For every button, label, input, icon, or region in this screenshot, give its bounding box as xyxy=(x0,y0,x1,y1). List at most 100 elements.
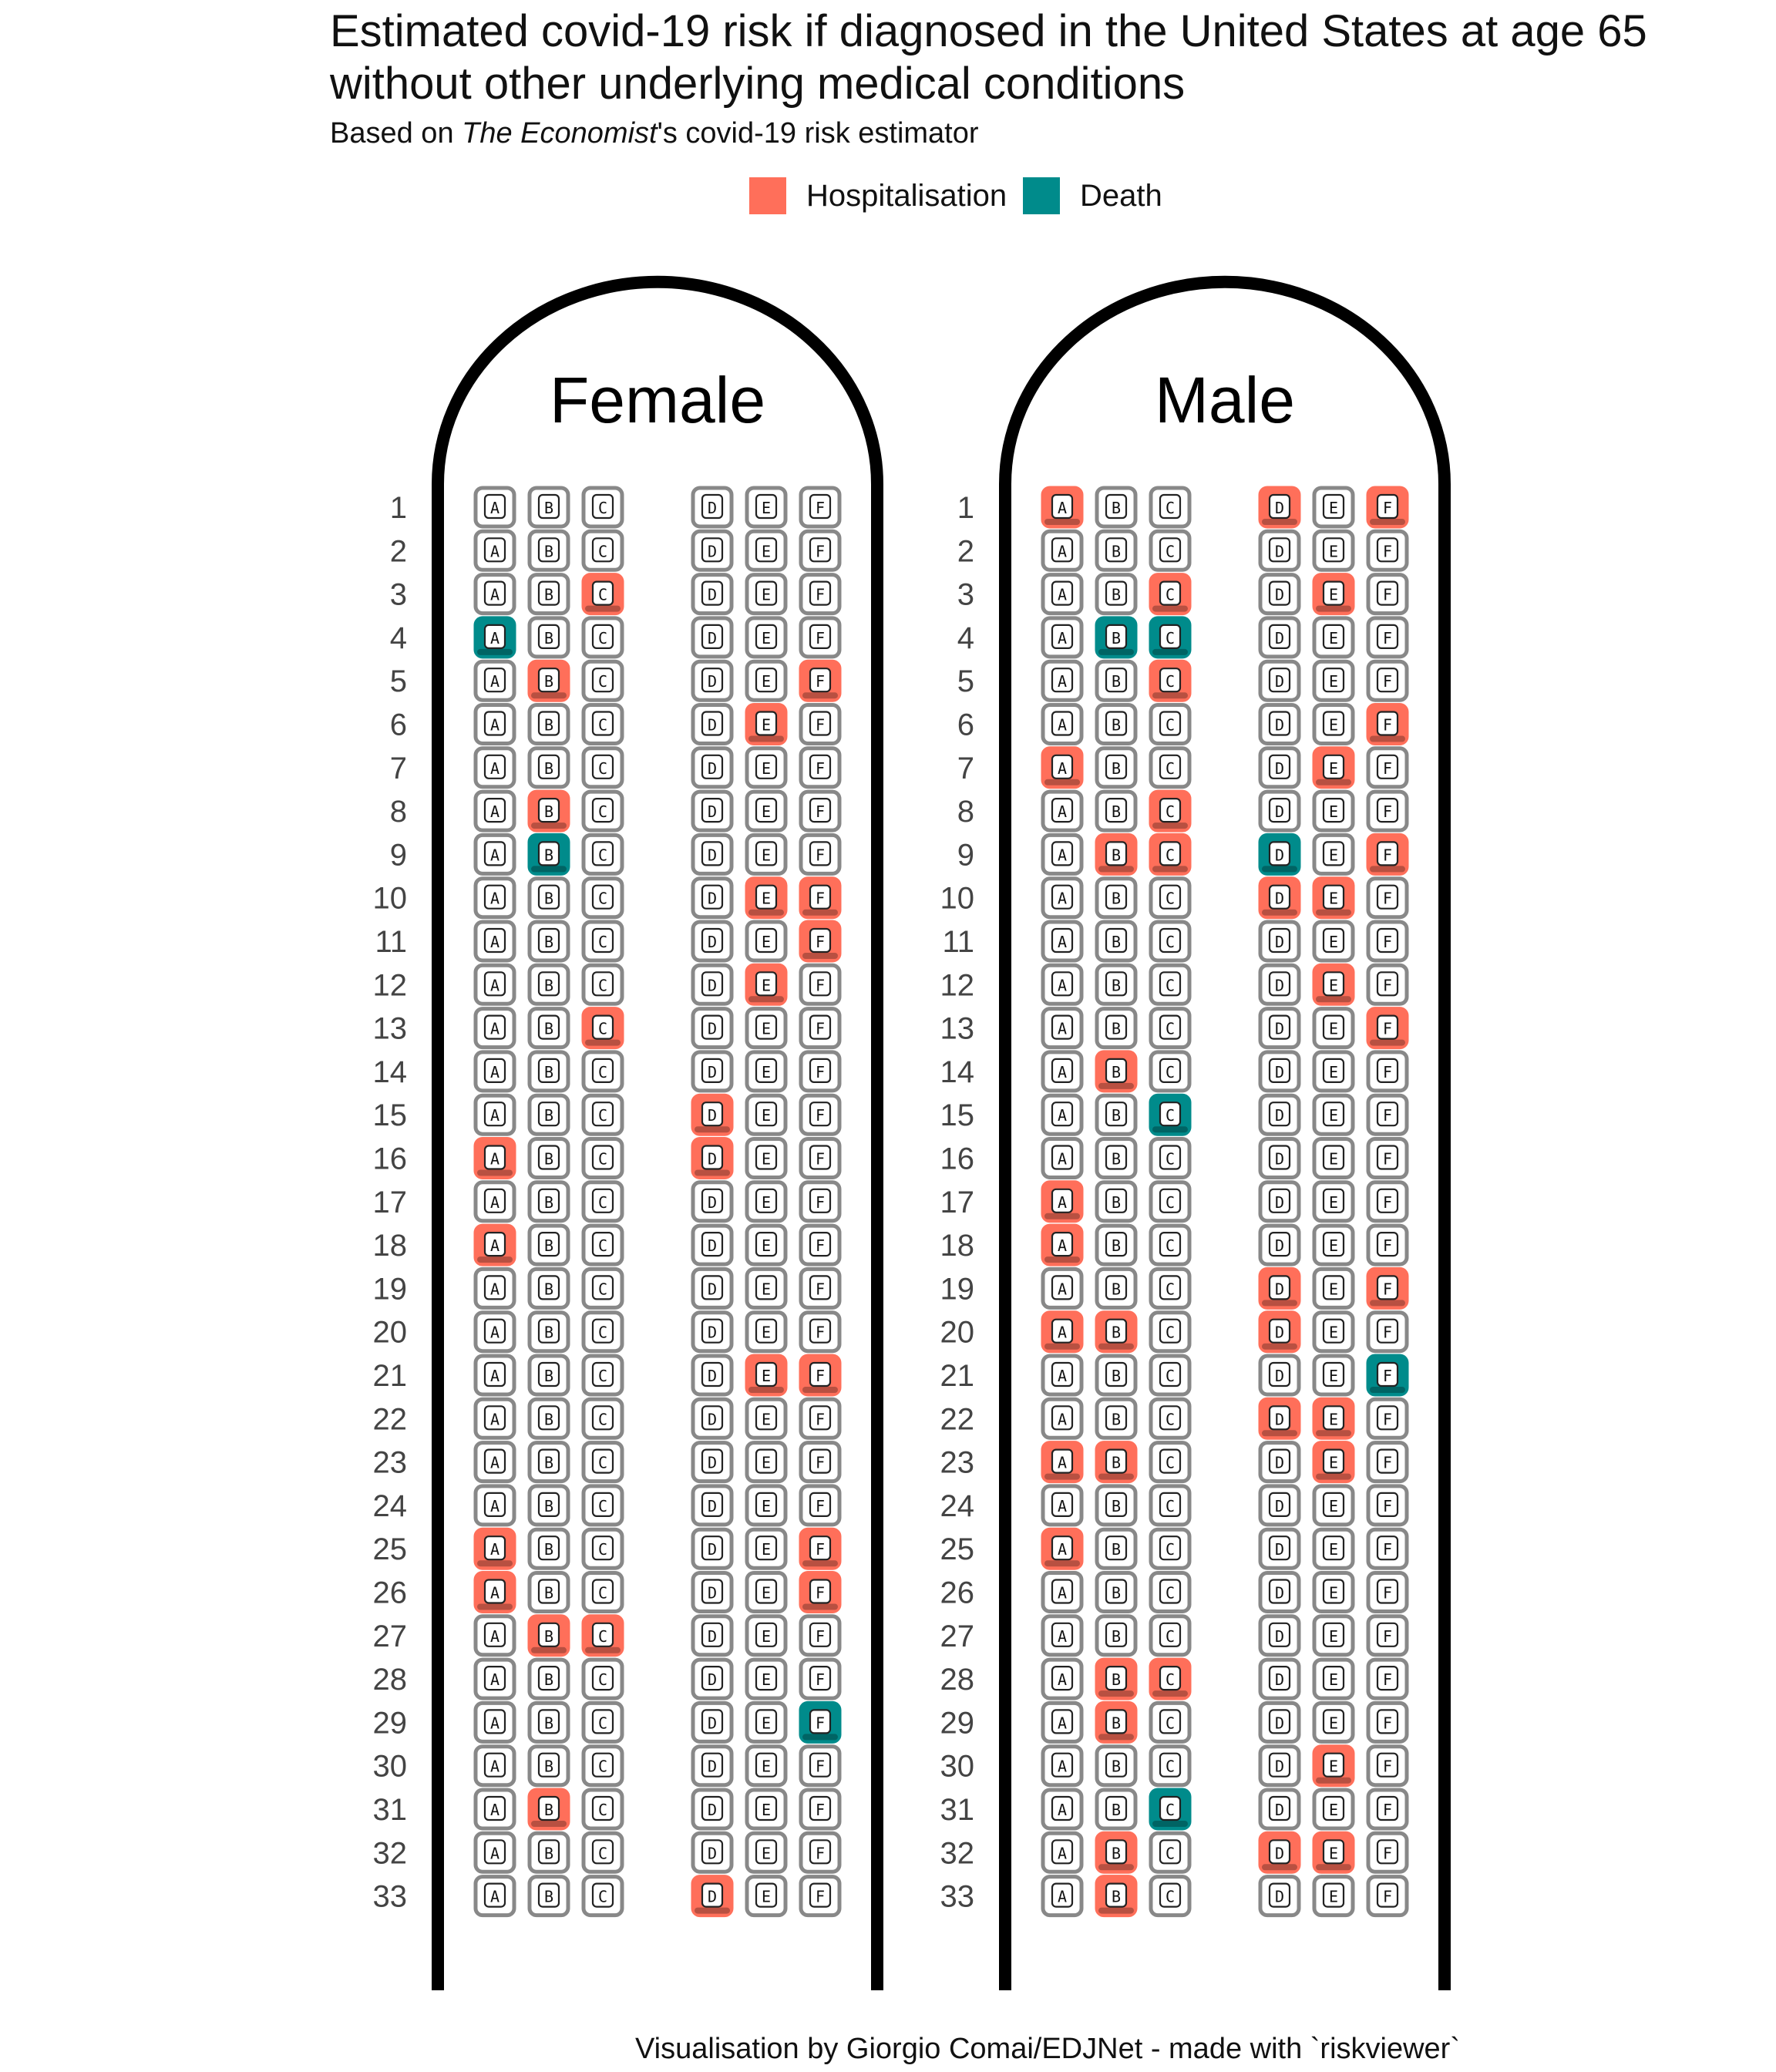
seat-letter: D xyxy=(1275,759,1284,778)
seat-cushion xyxy=(537,971,560,997)
seat-27D: D xyxy=(691,1614,734,1657)
seat-27F: F xyxy=(799,1614,842,1657)
row-label: 14 xyxy=(373,1055,408,1089)
seat-cushion xyxy=(591,1882,614,1908)
seat-cushion xyxy=(1376,1231,1399,1257)
seat-15F: F xyxy=(1366,1093,1409,1136)
seat-cushion xyxy=(809,1275,832,1300)
seat-letter: F xyxy=(816,1410,825,1428)
seat-cushion xyxy=(1159,1231,1182,1257)
seat-7F: F xyxy=(1366,746,1409,789)
seat-26A: A xyxy=(1041,1571,1084,1613)
seat-cushion xyxy=(1376,493,1399,520)
seat-cushion xyxy=(1268,1839,1291,1865)
row-label: 32 xyxy=(940,1836,975,1870)
seat-letter: E xyxy=(762,542,771,560)
seat-cushion xyxy=(1268,1709,1291,1734)
seat-cushion xyxy=(1105,1102,1128,1127)
seat-5E: E xyxy=(745,659,788,702)
seat-9D: D xyxy=(691,832,734,876)
seat-cushion xyxy=(809,927,832,954)
seat-16D: D xyxy=(1258,1137,1301,1179)
seat-5D: D xyxy=(1258,659,1301,702)
seat-8A: A xyxy=(1041,789,1084,832)
seat-letter: E xyxy=(762,759,771,778)
seat-30A: A xyxy=(1041,1744,1084,1788)
seat-27B: B xyxy=(1095,1614,1138,1657)
seat-letter: A xyxy=(1058,1020,1067,1038)
seat-shadow xyxy=(1152,1690,1188,1697)
seat-cushion xyxy=(1322,1014,1345,1040)
seat-cushion xyxy=(1051,927,1074,954)
seat-14F: F xyxy=(1366,1050,1409,1093)
seat-25D: D xyxy=(691,1527,734,1570)
seat-letter: B xyxy=(544,1410,553,1428)
seat-4E: E xyxy=(1312,616,1355,659)
seat-10B: B xyxy=(1095,876,1138,920)
seat-cushion xyxy=(1051,1622,1074,1647)
seat-letter: D xyxy=(1275,1367,1284,1385)
seat-15C: C xyxy=(581,1093,624,1136)
seat-letter: A xyxy=(490,976,500,994)
seat-letter: F xyxy=(816,1758,825,1776)
seat-letter: F xyxy=(1383,629,1392,648)
seat-cushion xyxy=(1105,580,1128,606)
seat-cushion xyxy=(591,1666,614,1691)
seat-hospitalisation-5B: B xyxy=(527,659,570,702)
seat-shadow xyxy=(531,1821,567,1827)
seat-letter: B xyxy=(1112,1627,1121,1646)
seat-shadow xyxy=(1044,1473,1080,1480)
seat-15B: B xyxy=(1095,1093,1138,1136)
seat-letter: F xyxy=(1383,1714,1392,1732)
seat-cushion xyxy=(1376,1318,1399,1344)
seat-letter: C xyxy=(1166,1063,1175,1081)
seat-hospitalisation-16A: A xyxy=(473,1137,516,1179)
seat-letter: B xyxy=(544,976,553,994)
seat-22B: B xyxy=(1095,1397,1138,1440)
seat-letter: A xyxy=(490,1063,500,1081)
seat-letter: B xyxy=(544,1844,553,1862)
seat-cushion xyxy=(1051,1275,1074,1300)
seat-letter: E xyxy=(1329,1236,1338,1255)
seat-shadow xyxy=(802,1734,838,1741)
seat-cushion xyxy=(537,1058,560,1084)
seat-death-4C: C xyxy=(1149,616,1192,659)
seat-letter: D xyxy=(1275,716,1284,735)
seat-letter: E xyxy=(1329,759,1338,778)
seat-cushion xyxy=(483,1448,506,1474)
row-label: 25 xyxy=(940,1532,975,1566)
seat-31A: A xyxy=(1041,1788,1084,1831)
seat-shadow xyxy=(802,692,838,699)
seat-letter: A xyxy=(490,1714,500,1732)
seat-letter: F xyxy=(816,1063,825,1081)
seat-letter: C xyxy=(1166,1280,1175,1298)
seat-letter: A xyxy=(1058,802,1067,821)
seat-2F: F xyxy=(1366,529,1409,572)
row-label: 13 xyxy=(373,1012,408,1046)
seat-letter: A xyxy=(1058,1280,1067,1298)
seat-11C: C xyxy=(1149,920,1192,963)
row-label: 27 xyxy=(940,1620,975,1653)
seat-letter: B xyxy=(1112,1801,1121,1819)
seat-letter: C xyxy=(598,1367,607,1385)
seat-letter: A xyxy=(1058,716,1067,735)
seat-31E: E xyxy=(1312,1788,1355,1831)
seat-letter: C xyxy=(598,1844,607,1862)
seat-letter: F xyxy=(1383,1193,1392,1212)
seat-cushion xyxy=(591,1145,614,1170)
seat-16F: F xyxy=(1366,1137,1409,1179)
seat-letter: F xyxy=(1383,586,1392,604)
seat-cushion xyxy=(1268,537,1291,563)
seat-letter: E xyxy=(1329,672,1338,691)
seat-14B: B xyxy=(527,1050,570,1093)
seat-cushion xyxy=(537,1666,560,1691)
seat-24D: D xyxy=(691,1484,734,1527)
seat-cushion xyxy=(1376,1752,1399,1778)
seat-cushion xyxy=(1268,493,1291,520)
seat-15F: F xyxy=(799,1093,842,1136)
seat-letter: B xyxy=(544,1063,553,1081)
seat-cushion xyxy=(1376,841,1399,866)
seat-letter: C xyxy=(1166,1106,1175,1125)
seat-cushion xyxy=(1051,1231,1074,1257)
seat-letter: F xyxy=(1383,1758,1392,1776)
